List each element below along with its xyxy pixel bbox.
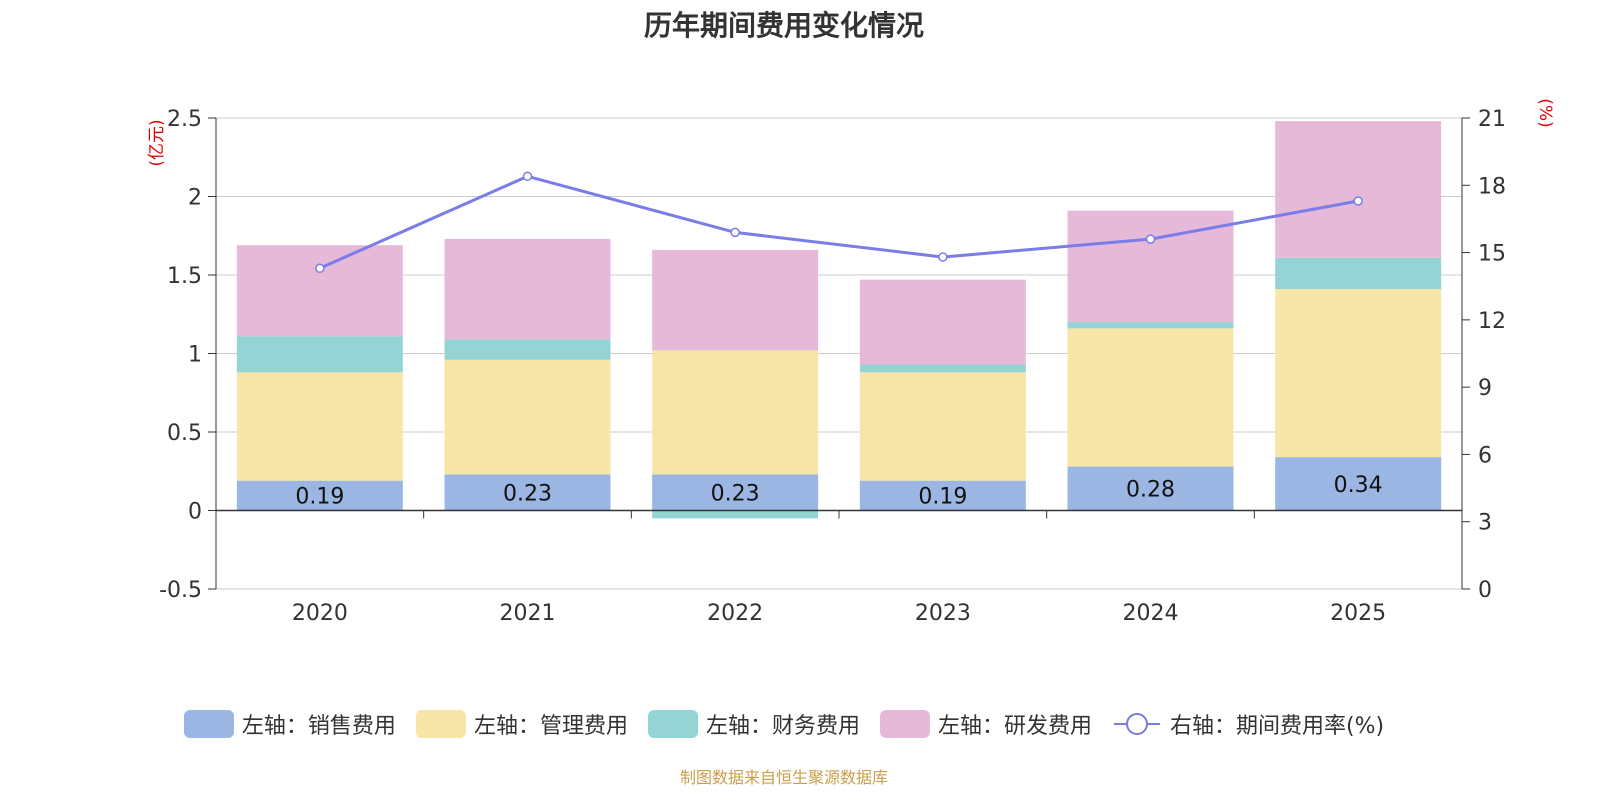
legend-item-admin[interactable]: 左轴：管理费用 xyxy=(415,708,628,740)
axes: -0.5 0 0.5 1 1.5 2 2.5 0 3 6 9 12 15 18 21 2020 2021 2022… xyxy=(147,98,1555,626)
rate-point-2022 xyxy=(730,227,740,238)
bar-1-2023 xyxy=(859,372,1026,481)
bar-0-2021 xyxy=(444,474,611,511)
legend-label-admin: 左轴：管理费用 xyxy=(473,714,628,739)
grid-lines xyxy=(216,117,1462,590)
x-tick-label-2024: 2024 xyxy=(1123,601,1179,626)
left-tick-label: 0 xyxy=(188,500,202,525)
data-label-sales-2021: 0.23 xyxy=(503,481,552,506)
bar-2-2025 xyxy=(1275,257,1442,290)
legend-label-finance: 左轴：财务费用 xyxy=(705,714,860,739)
legend-label-sales: 左轴：销售费用 xyxy=(241,714,396,739)
bar-1-2020 xyxy=(236,372,403,481)
right-tick-label: 3 xyxy=(1478,511,1492,536)
bar-1-2024 xyxy=(1067,328,1234,467)
right-tick-label: 18 xyxy=(1478,174,1506,199)
x-tick-label-2023: 2023 xyxy=(915,601,971,626)
left-tick-label: -0.5 xyxy=(159,578,202,603)
left-tick-label: 0.5 xyxy=(167,421,202,446)
right-tick-label: 9 xyxy=(1478,376,1492,401)
right-tick-label: 6 xyxy=(1478,443,1492,468)
x-tick-label-2021: 2021 xyxy=(500,601,556,626)
bar-0-2025 xyxy=(1275,457,1442,511)
right-tick-label: 12 xyxy=(1478,309,1506,334)
legend-swatch-sales xyxy=(183,710,234,738)
legend-swatch-finance xyxy=(647,710,698,738)
bar-0-2024 xyxy=(1067,466,1234,511)
right-tick-label: 21 xyxy=(1478,107,1506,132)
rate-point-2025 xyxy=(1353,196,1363,206)
right-tick-label: 0 xyxy=(1478,578,1492,603)
bar-2-2020 xyxy=(236,336,403,373)
legend-label-rate: 右轴：期间费用率(%) xyxy=(1169,714,1385,739)
legend-item-finance[interactable]: 左轴：财务费用 xyxy=(647,708,860,740)
legend-swatch-rd xyxy=(879,710,930,738)
bar-3-2022 xyxy=(652,249,819,351)
data-labels: 0.19 0.23 0.23 0.19 0.28 0.34 xyxy=(295,473,1382,510)
left-tick-label: 1.5 xyxy=(167,264,202,289)
bar-3-2020 xyxy=(236,245,403,337)
bar-2-2021 xyxy=(444,339,611,360)
legend-item-rd[interactable]: 左轴：研发费用 xyxy=(879,708,1092,740)
bar-1-2025 xyxy=(1275,289,1442,458)
legend-item-sales[interactable]: 左轴：销售费用 xyxy=(183,708,396,740)
legend-item-rate[interactable]: 右轴：期间费用率(%) xyxy=(1112,708,1384,740)
line-layer xyxy=(315,171,1363,274)
left-tick-label: 2.5 xyxy=(167,107,202,132)
data-label-sales-2020: 0.19 xyxy=(295,485,344,510)
x-tick-label-2020: 2020 xyxy=(292,601,348,626)
legend-swatch-admin xyxy=(415,710,466,738)
data-label-sales-2024: 0.28 xyxy=(1126,478,1175,503)
legend-label-rd: 左轴：研发费用 xyxy=(937,714,1092,739)
rate-point-2024 xyxy=(1145,234,1156,244)
legend: 左轴：销售费用 左轴：管理费用 左轴：财务费用 左轴：研发费用 右轴：期间费用率… xyxy=(0,708,1568,740)
left-tick-label: 1 xyxy=(188,343,202,368)
data-label-sales-2023: 0.19 xyxy=(918,485,967,510)
bar-3-2021 xyxy=(444,238,611,340)
bar-3-2025 xyxy=(1275,121,1442,258)
x-tick-label-2025: 2025 xyxy=(1330,601,1386,626)
x-tick-label-2022: 2022 xyxy=(707,601,763,626)
source-note: 制图数据来自恒生聚源数据库 xyxy=(679,768,888,787)
bar-0-2023 xyxy=(859,480,1026,511)
bar-1-2022 xyxy=(652,350,819,475)
chart-area: -0.5 0 0.5 1 1.5 2 2.5 0 3 6 9 12 15 18 21 2020 2021 2022… xyxy=(147,98,1555,626)
bar-1-2021 xyxy=(444,359,611,475)
chart-title: 历年期间费用变化情况 xyxy=(643,9,924,42)
right-axis-unit: (%) xyxy=(1535,98,1555,127)
bar-2-2022 xyxy=(652,510,819,519)
rate-point-2020 xyxy=(315,263,325,274)
right-tick-label: 15 xyxy=(1478,242,1506,267)
data-label-sales-2022: 0.23 xyxy=(711,481,760,506)
data-label-sales-2025: 0.34 xyxy=(1334,473,1383,498)
legend-line-circle-icon xyxy=(1113,713,1160,735)
rate-point-2021 xyxy=(522,171,533,182)
bar-layer xyxy=(236,121,1442,519)
left-tick-label: 2 xyxy=(188,186,202,211)
bar-2-2023 xyxy=(859,364,1026,373)
rate-line xyxy=(319,174,1359,270)
bar-3-2023 xyxy=(859,279,1026,365)
rate-point-2023 xyxy=(938,252,948,262)
bar-2-2024 xyxy=(1067,322,1234,329)
bar-0-2020 xyxy=(236,480,403,511)
bar-0-2022 xyxy=(652,474,819,511)
left-axis-unit: (亿元) xyxy=(147,119,167,166)
